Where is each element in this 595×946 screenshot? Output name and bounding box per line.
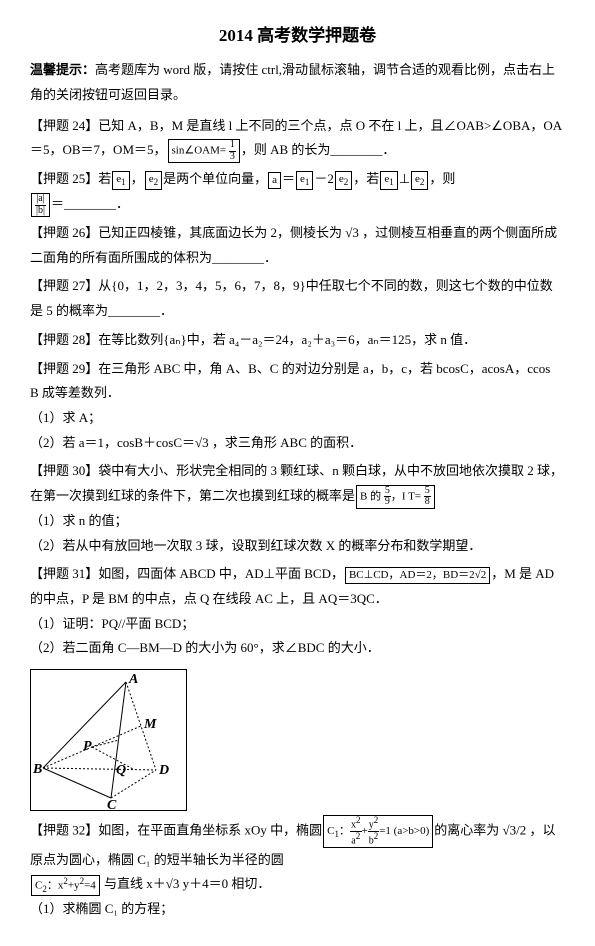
p27-text: 从{0，1，2，3，4，5，6，7，8，9}中任取七个不同的数，则这七个数的中位… — [30, 278, 553, 318]
p30-t1: 袋中有大小、形状完全相同的 3 颗红球、n 颗白球，从中不放回地依次摸取 2 球… — [30, 463, 563, 503]
p26-num: 【押题 26】 — [30, 225, 98, 240]
p24-t2: ，则 AB 的长为________． — [241, 142, 396, 157]
page-title: 2014 高考数学押题卷 — [30, 20, 565, 52]
p25-t1: 若 — [98, 171, 111, 186]
problem-30: 【押题 30】袋中有大小、形状完全相同的 3 颗红球、n 颗白球，从中不放回地依… — [30, 459, 565, 558]
label-b: B — [32, 762, 42, 777]
p30-sub1: （1）求 n 的值； — [30, 513, 128, 528]
p25-t3: 是两个单位向量， — [163, 171, 267, 186]
label-q: Q — [116, 763, 126, 778]
label-p: P — [83, 739, 92, 754]
p25-t2: ， — [131, 171, 144, 186]
p31-sub1: （1）证明：PQ//平面 BCD； — [30, 616, 194, 631]
p27-num: 【押题 27】 — [30, 278, 98, 293]
p28-num: 【押题 28】 — [30, 332, 98, 347]
p29-sub2: （2）若 a＝1，cosB＋cosC＝√3 ，求三角形 ABC 的面积． — [30, 435, 362, 450]
tetrahedron-figure: A M P Q B D C — [30, 669, 187, 811]
p25-t7: ⊥ — [399, 171, 410, 186]
problem-24: 【押题 24】已知 A，B，M 是直线 l 上不同的三个点，点 O 不在 l 上… — [30, 114, 565, 164]
vec-e2: e2 — [145, 171, 162, 190]
p32-num: 【押题 32】 — [30, 822, 98, 837]
p31-t1: 如图，四面体 ABCD 中，AD⊥平面 BCD， — [98, 566, 344, 581]
p29-t1: 在三角形 ABC 中，角 A、B、C 的对边分别是 a，b，c，若 bcosC，… — [98, 361, 550, 376]
p24-num: 【押题 24】 — [30, 118, 98, 133]
subtitle-label: 温馨提示： — [30, 62, 95, 77]
problem-25: 【押题 25】若e1，e2是两个单位向量，a＝e1－2e2，若e1⊥e2，则 |… — [30, 167, 565, 217]
p25-t9: ＝________． — [51, 196, 129, 211]
formula-bcd: BC⊥CD，AD＝2，BD＝2√2 — [345, 567, 490, 583]
p30-num: 【押题 30】 — [30, 463, 98, 478]
p25-t5: －2 — [314, 171, 334, 186]
frac-den: |b| — [35, 206, 46, 217]
frac-num: |a| — [35, 194, 46, 206]
p31-num: 【押题 31】 — [30, 566, 98, 581]
p25-t8: ，则 — [429, 171, 455, 186]
problem-31: 【押题 31】如图，四面体 ABCD 中，AD⊥平面 BCD，BC⊥CD，AD＝… — [30, 562, 565, 661]
p25-t6: ，若 — [353, 171, 379, 186]
label-d: D — [158, 763, 169, 778]
frac-ab: |a||b| — [31, 193, 50, 217]
vec-be: e2 — [335, 171, 352, 190]
subtitle-text: 高考题库为 word 版，请按住 ctrl,滑动鼠标滚轴，调节合适的观看比例，点… — [30, 62, 555, 102]
p32-t3: 与直线 x＋√3 y＋4＝0 相切． — [101, 876, 271, 891]
label-m: M — [143, 717, 157, 732]
vec-ce1: e1 — [380, 171, 397, 190]
p32-t1: 如图，在平面直角坐标系 xOy 中，椭圆 — [98, 822, 322, 837]
vec-e1: e1 — [112, 171, 129, 190]
p29-t2: B 成等差数列． — [30, 385, 120, 400]
p31-sub2: （2）若二面角 C—BM—D 的大小为 60°，求∠BDC 的大小． — [30, 640, 380, 655]
p29-sub1: （1）求 A； — [30, 410, 101, 425]
vec-ce2: e2 — [411, 171, 428, 190]
problem-28: 【押题 28】在等比数列{aₙ}中，若 a₄－a₂＝24，a₂＋a₃＝6，aₙ＝… — [30, 328, 565, 353]
problem-32: 【押题 32】如图，在平面直角坐标系 xOy 中，椭圆C1：x2a2+y2b2=… — [30, 815, 565, 922]
p25-t4: ＝ — [282, 171, 295, 186]
formula-c1: C1：x2a2+y2b2=1 (a>b>0) — [323, 815, 433, 848]
p28-text: 在等比数列{aₙ}中，若 a₄－a₂＝24，a₂＋a₃＝6，aₙ＝125，求 n… — [98, 332, 476, 347]
formula-c2: C2：x2+y2=4 — [31, 875, 100, 897]
vec-ae: e1 — [296, 171, 313, 190]
vec-a: a — [268, 172, 281, 188]
formula-prob: B 的 59，I T= 58 — [356, 485, 435, 509]
p29-num: 【押题 29】 — [30, 361, 98, 376]
label-c: C — [107, 798, 117, 810]
p26-text: 已知正四棱锥，其底面边长为 2，侧棱长为 √3 ，过侧棱互相垂直的两个侧面所成二… — [30, 225, 557, 265]
p32-sub1: （1）求椭圆 C₁ 的方程； — [30, 901, 173, 916]
problem-26: 【押题 26】已知正四棱锥，其底面边长为 2，侧棱长为 √3 ，过侧棱互相垂直的… — [30, 221, 565, 270]
p30-sub2: （2）若从中有放回地一次取 3 球，设取到红球次数 X 的概率分布和数学期望． — [30, 538, 481, 553]
subtitle: 温馨提示：高考题库为 word 版，请按住 ctrl,滑动鼠标滚轴，调节合适的观… — [30, 58, 565, 107]
formula-sin-oam: sin∠OAM= 13 — [168, 139, 240, 163]
p25-num: 【押题 25】 — [30, 171, 98, 186]
label-a: A — [128, 672, 138, 687]
problem-29: 【押题 29】在三角形 ABC 中，角 A、B、C 的对边分别是 a，b，c，若… — [30, 357, 565, 456]
problem-27: 【押题 27】从{0，1，2，3，4，5，6，7，8，9}中任取七个不同的数，则… — [30, 274, 565, 323]
